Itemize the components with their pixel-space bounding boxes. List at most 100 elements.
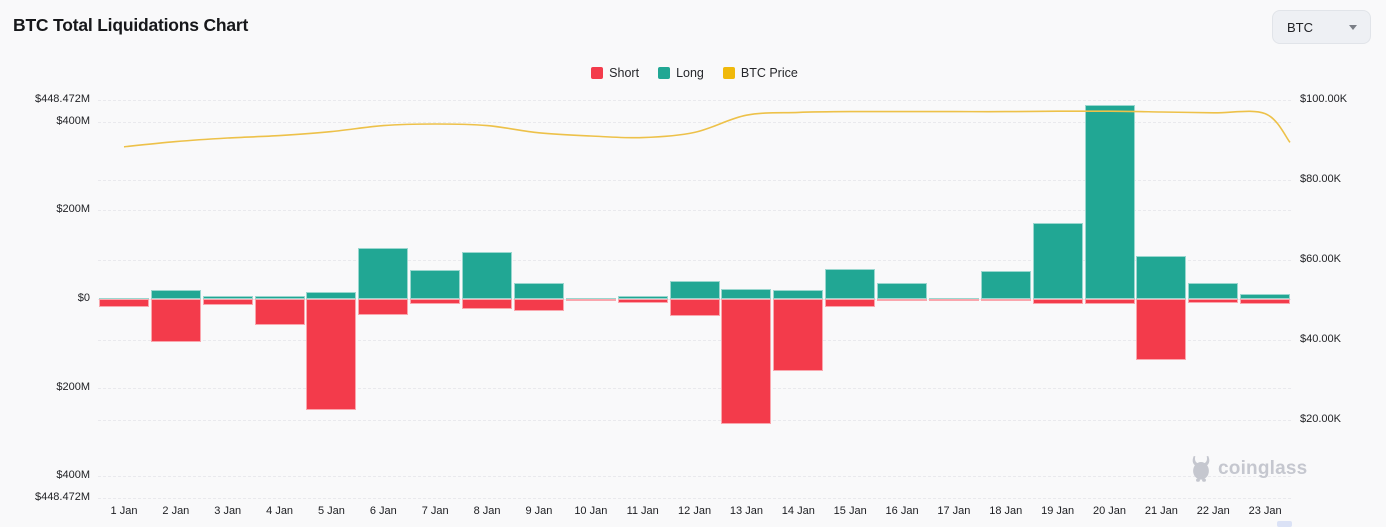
x-axis-label: 8 Jan: [473, 505, 501, 517]
coin-select-value: BTC: [1287, 19, 1313, 35]
gridline: [98, 476, 1291, 478]
long-bar: [617, 295, 668, 299]
x-axis-label: 13 Jan: [729, 505, 763, 517]
x-axis-label: 21 Jan: [1144, 505, 1178, 517]
short-bar: [877, 299, 928, 302]
short-bar: [358, 299, 409, 315]
legend-item-btc-price[interactable]: BTC Price: [722, 66, 798, 80]
short-bar: [565, 299, 616, 301]
x-axis-label: 9 Jan: [525, 505, 553, 517]
coinglass-logo-icon: [1192, 456, 1210, 482]
gridline: [98, 210, 1291, 212]
short-bar: [669, 299, 720, 317]
x-axis-label: 17 Jan: [937, 505, 971, 517]
y-axis-right-label: $100.00K: [1300, 93, 1348, 105]
long-bar: [306, 291, 357, 299]
long-bar: [1084, 104, 1135, 299]
x-axis-label: 19 Jan: [1041, 505, 1075, 517]
short-bar: [306, 299, 357, 410]
x-axis-label: 11 Jan: [626, 505, 659, 517]
legend-item-short[interactable]: Short: [591, 66, 639, 80]
short-bar: [462, 299, 513, 309]
long-bar: [773, 290, 824, 299]
short-bar: [825, 299, 876, 307]
y-axis-left-label: $400M: [56, 114, 90, 127]
long-bar: [980, 271, 1031, 299]
chart-legend: Short Long BTC Price: [98, 64, 1291, 82]
x-axis-label: 12 Jan: [678, 505, 712, 517]
coinglass-watermark: coinglass: [1190, 456, 1307, 482]
long-bar: [254, 296, 305, 299]
watermark-text: coinglass: [1218, 458, 1308, 479]
gridline: [98, 100, 1291, 101]
gridline: [98, 180, 1291, 181]
short-bar: [1032, 299, 1083, 305]
btc-price-legend-label: BTC Price: [740, 66, 798, 80]
x-axis-label: 18 Jan: [989, 505, 1023, 517]
gridline: [98, 260, 1291, 261]
short-bar: [928, 299, 979, 301]
x-axis-label: 14 Jan: [781, 505, 815, 517]
coin-select-dropdown[interactable]: BTC: [1272, 10, 1371, 44]
page-title: BTC Total Liquidations Chart: [13, 15, 249, 35]
y-axis-right-label: $40.00K: [1300, 333, 1341, 345]
short-legend-swatch: [591, 67, 604, 79]
x-axis-label: 22 Jan: [1196, 505, 1230, 517]
x-axis-label: 23 Jan: [1248, 505, 1282, 517]
short-legend-label: Short: [609, 66, 640, 80]
y-axis-right-label: $20.00K: [1300, 413, 1341, 425]
gridline: [98, 340, 1291, 341]
short-bar: [773, 299, 824, 371]
long-legend-swatch: [658, 67, 671, 79]
y-axis-right-label: $60.00K: [1300, 253, 1341, 265]
x-axis-label: 15 Jan: [833, 505, 867, 517]
x-axis-label: 16 Jan: [885, 505, 919, 517]
short-bar: [202, 299, 253, 305]
long-bar: [669, 281, 720, 299]
short-bar: [410, 299, 461, 304]
chevron-down-icon: [1349, 24, 1357, 30]
long-bar: [721, 289, 772, 299]
y-axis-left-label: $0: [77, 292, 90, 304]
x-axis-label: 6 Jan: [369, 505, 397, 517]
gridline: [98, 420, 1291, 421]
short-bar: [99, 299, 149, 307]
long-bar: [202, 295, 253, 299]
long-bar: [877, 282, 928, 299]
short-bar: [1188, 299, 1239, 303]
y-axis-left-label: $200M: [56, 203, 90, 216]
short-bar: [254, 299, 305, 325]
y-axis-left-label: $448.472M: [34, 491, 90, 503]
long-bar: [1240, 294, 1291, 299]
gridline: [98, 498, 1291, 499]
x-axis-label: 10 Jan: [574, 505, 608, 517]
short-bar: [1136, 299, 1187, 360]
long-bar: [1188, 283, 1239, 299]
short-bar: [1084, 299, 1135, 304]
x-axis-label: 2 Jan: [162, 505, 190, 517]
x-axis-label: 5 Jan: [318, 505, 345, 517]
btc-price-legend-swatch: [722, 67, 735, 79]
y-axis-left-label: $400M: [56, 469, 90, 482]
y-axis-left-label: $200M: [56, 380, 90, 393]
long-bar: [825, 269, 876, 299]
long-bar: [1032, 223, 1083, 299]
x-axis-label: 7 Jan: [421, 505, 449, 517]
short-bar: [513, 299, 564, 311]
x-axis-label: 3 Jan: [214, 505, 242, 517]
long-bar: [513, 282, 564, 299]
y-axis-right-label: $80.00K: [1300, 173, 1341, 185]
x-axis-label: 20 Jan: [1093, 505, 1127, 517]
y-axis-left-label: $448.472M: [34, 93, 90, 105]
legend-item-long[interactable]: Long: [658, 66, 704, 80]
short-bar: [617, 299, 668, 303]
short-bar: [721, 299, 772, 424]
x-axis-label: 4 Jan: [266, 505, 294, 517]
short-bar: [150, 299, 201, 343]
long-bar: [150, 290, 201, 299]
long-bar: [1136, 255, 1187, 299]
long-legend-label: Long: [676, 66, 704, 80]
short-bar: [980, 299, 1031, 301]
long-bar: [410, 269, 461, 299]
